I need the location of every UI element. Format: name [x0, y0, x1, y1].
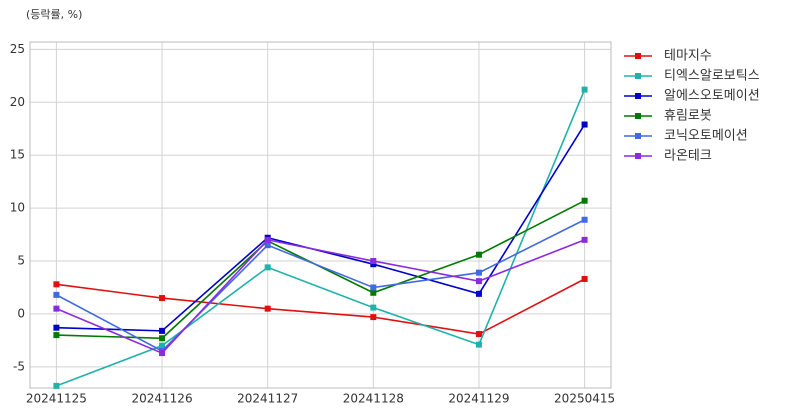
point	[370, 314, 377, 321]
point	[53, 382, 60, 389]
legend-marker	[635, 113, 641, 119]
legend-marker	[635, 93, 641, 99]
point	[370, 258, 377, 265]
series-line	[56, 200, 585, 340]
x-tick-label: 20241127	[237, 392, 298, 406]
point	[159, 327, 166, 334]
x-tick-label: 20241128	[343, 392, 404, 406]
point	[581, 197, 588, 204]
point	[475, 341, 482, 348]
series-line	[56, 219, 585, 352]
point	[581, 236, 588, 243]
point	[475, 331, 482, 338]
point	[581, 86, 588, 93]
y-tick-label: 25	[10, 42, 25, 56]
point	[264, 305, 271, 312]
legend-marker	[635, 73, 641, 79]
y-tick-label: 20	[10, 95, 25, 109]
y-tick-label: 5	[17, 254, 25, 268]
x-tick-label: 20241125	[26, 392, 87, 406]
point	[264, 242, 271, 249]
point	[370, 304, 377, 311]
series-line	[56, 89, 586, 387]
y-axis-label: (등락률, %)	[26, 8, 82, 21]
point	[159, 350, 166, 357]
series-line	[56, 238, 585, 355]
legend-marker	[635, 53, 641, 59]
point	[53, 291, 60, 298]
y-tick-label: -5	[13, 359, 25, 373]
x-tick-label: 20241129	[448, 392, 509, 406]
point	[475, 251, 482, 258]
x-tick-label: 20250415	[554, 392, 615, 406]
point	[581, 216, 588, 223]
point	[370, 289, 377, 296]
point	[53, 305, 60, 312]
point	[475, 290, 482, 297]
point	[159, 335, 166, 342]
point	[475, 269, 482, 276]
point	[53, 324, 60, 331]
point	[581, 276, 588, 283]
point	[581, 121, 588, 128]
point	[264, 264, 271, 271]
point	[159, 295, 166, 302]
legend-marker	[635, 153, 641, 159]
legend-label: 휴림로봇	[664, 109, 712, 124]
legend-label: 티엑스알로보틱스	[664, 69, 760, 84]
series-line	[56, 278, 585, 335]
legend-marker	[635, 133, 641, 139]
point	[159, 342, 166, 349]
legend-label: 코닉오토메이션	[664, 129, 748, 144]
point	[370, 284, 377, 291]
point	[264, 236, 271, 243]
point	[370, 261, 377, 268]
legend-label: 알에스오토메이션	[664, 89, 760, 104]
legend-label: 테마지수	[664, 49, 712, 64]
point	[53, 332, 60, 339]
plot-border	[29, 41, 612, 389]
y-tick-label: 0	[17, 306, 25, 320]
y-tick-label: 15	[10, 148, 25, 162]
legend-label: 라온테크	[664, 149, 712, 164]
y-tick-label: 10	[10, 201, 25, 215]
point	[53, 281, 60, 288]
x-tick-label: 20241126	[132, 392, 193, 406]
point	[475, 278, 482, 285]
